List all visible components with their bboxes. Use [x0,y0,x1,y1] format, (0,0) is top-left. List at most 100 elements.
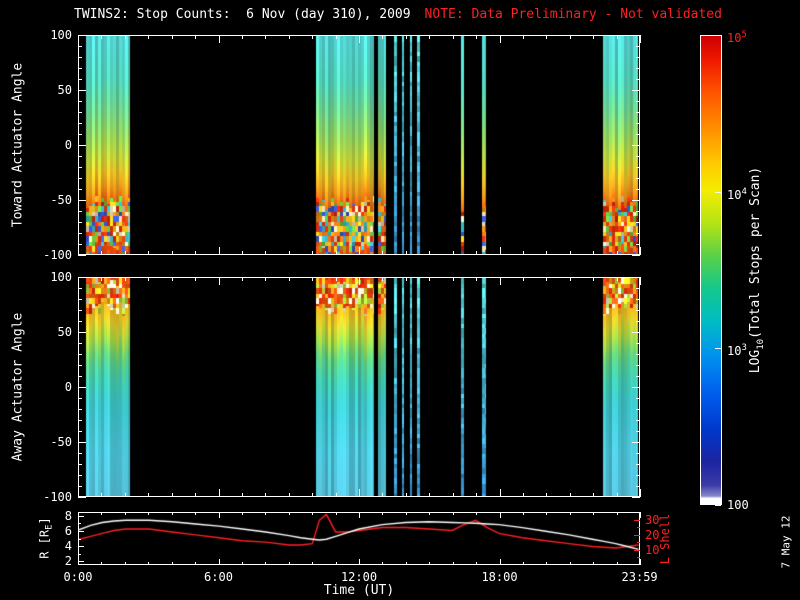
tick-mark [148,512,150,515]
tick-mark [632,255,640,256]
orbit-line-panel [78,512,640,565]
tick-mark [124,562,126,565]
tick-mark [569,277,571,281]
tick-mark [476,277,478,281]
tick-mark [288,562,290,565]
tick-mark [195,251,197,255]
tick-mark [632,332,640,333]
tick-mark [546,251,548,255]
tick-mark [429,512,431,515]
tick-mark [148,35,150,39]
tick-mark [124,251,126,255]
tick-mark [101,251,103,255]
tick-mark [429,562,431,565]
colorbar [700,35,722,505]
tick-mark [78,376,82,377]
tick-mark [78,398,82,399]
tick-mark [78,538,81,540]
tick-mark [101,35,103,39]
tick-mark [171,251,173,255]
tick-mark [452,277,454,281]
tick-mark [637,527,640,529]
tick-mark [78,68,82,69]
tick-mark [632,277,640,278]
tick-mark [636,299,640,300]
tick-mark [636,409,640,410]
tick-mark [78,57,82,58]
tick-mark [335,251,337,255]
tick-mark [636,123,640,124]
toward-axis-title: Toward Actuator Angle [10,62,26,228]
tick-mark [636,167,640,168]
tick-mark [78,310,82,311]
tick-mark [335,35,337,39]
tick-mark [616,493,618,497]
tick-mark [101,562,103,565]
orbit-line-chart [79,513,639,564]
tick-mark [522,35,524,39]
tick-mark [382,35,384,39]
date-stamp: 7 May 12 [779,515,793,569]
tick-mark [499,559,501,565]
tick-mark [636,453,640,454]
tick-mark [312,251,314,255]
tick-mark [522,493,524,497]
l-shell-tick-label: 10 [645,542,660,557]
tick-mark [405,251,407,255]
tick-mark [569,251,571,255]
tick-mark [78,112,82,113]
tick-mark [636,486,640,487]
tick-mark [288,251,290,255]
colorbar-tick-base: 10 [727,31,742,45]
tick-mark [546,277,548,281]
tick-mark [78,553,81,555]
tick-mark [124,493,126,497]
tick-mark [218,277,220,285]
tick-mark [499,489,501,497]
tick-mark [476,35,478,39]
away-y-tick-label: -100 [43,490,72,504]
toward-y-tick-label: 0 [64,138,72,152]
tick-mark [429,493,431,497]
tick-mark [569,512,571,515]
tick-mark [636,134,640,135]
tick-mark [632,145,640,146]
tick-mark [429,251,431,255]
tick-mark [78,332,86,333]
colorbar-tick-exp: 3 [741,343,747,354]
tick-mark [636,79,640,80]
tick-mark [569,35,571,39]
tick-mark [452,35,454,39]
tick-mark [452,493,454,497]
tick-mark [640,35,641,43]
tick-mark [78,442,86,443]
tick-mark [265,277,267,281]
tick-mark [636,321,640,322]
tick-mark [634,519,640,521]
tick-mark [78,200,86,201]
tick-mark [78,546,84,548]
tick-mark [101,512,103,515]
tick-mark [241,277,243,281]
tick-mark [637,557,640,559]
x-tick-label: 0:00 [63,570,93,584]
tick-mark [78,515,84,517]
tick-mark [632,387,640,388]
tick-mark [195,562,197,565]
tick-mark [452,562,454,565]
tick-mark [636,288,640,289]
tick-mark [715,348,721,350]
tick-mark [359,247,360,255]
tick-mark [616,562,618,565]
tick-mark [640,247,641,255]
tick-mark [218,35,220,43]
tick-mark [218,512,220,518]
tick-mark [78,167,82,168]
tick-mark [78,134,82,135]
tick-mark [148,277,150,281]
plot-title-note: NOTE: Data Preliminary - Not validated [424,7,722,22]
tick-mark [78,343,82,344]
plot-title-main: TWINS2: Stop Counts: 6 Nov (day 310), 20… [74,7,411,22]
r-tick-label: 6 [64,523,72,538]
colorbar-tick-label: 100 [727,497,773,513]
